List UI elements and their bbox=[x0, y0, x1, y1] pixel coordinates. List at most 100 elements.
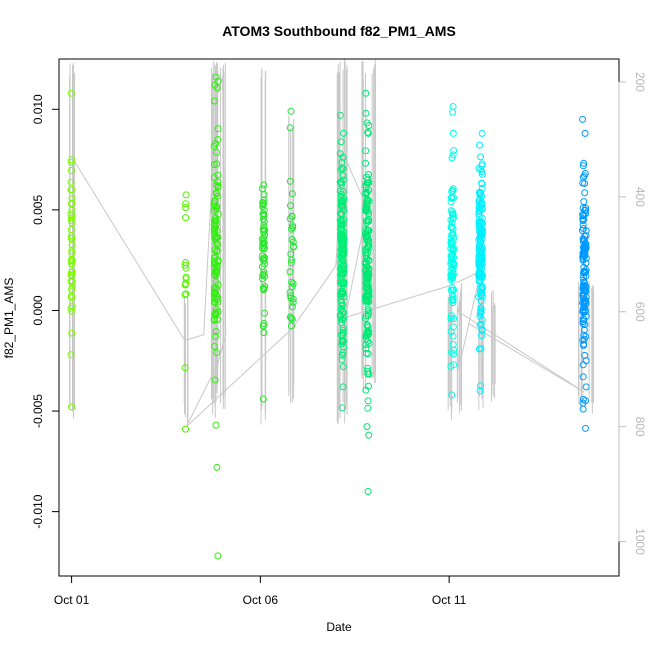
data-point bbox=[286, 215, 294, 223]
data-point bbox=[365, 309, 372, 317]
data-point bbox=[477, 304, 485, 312]
data-point bbox=[447, 207, 455, 215]
data-point bbox=[447, 271, 455, 279]
data-point bbox=[338, 254, 346, 262]
data-point bbox=[214, 182, 222, 190]
data-point bbox=[181, 291, 189, 299]
data-point bbox=[363, 321, 371, 329]
data-point bbox=[260, 200, 267, 208]
data-point bbox=[362, 345, 370, 353]
data-points bbox=[67, 73, 590, 560]
data-point bbox=[288, 278, 296, 286]
data-point bbox=[286, 313, 294, 321]
data-point bbox=[68, 278, 75, 286]
data-point bbox=[364, 272, 372, 280]
data-point bbox=[260, 196, 268, 204]
right-axis: 200 400 600 800 1000 bbox=[618, 72, 647, 555]
data-point bbox=[211, 223, 219, 230]
data-point bbox=[478, 283, 486, 291]
y-tick-label: 0.005 bbox=[31, 195, 45, 225]
y-tick-label: -0.005 bbox=[31, 394, 45, 428]
data-point bbox=[67, 178, 75, 186]
data-point bbox=[364, 129, 372, 137]
data-point bbox=[364, 370, 372, 378]
data-point bbox=[579, 373, 587, 381]
data-point bbox=[579, 405, 587, 413]
data-point bbox=[336, 150, 344, 158]
data-point bbox=[579, 235, 587, 243]
data-point bbox=[449, 215, 457, 223]
data-point bbox=[287, 314, 295, 322]
data-point bbox=[362, 89, 370, 97]
data-point bbox=[477, 272, 485, 280]
data-point bbox=[211, 310, 219, 318]
data-point bbox=[580, 252, 588, 260]
data-point bbox=[364, 307, 372, 315]
data-point bbox=[339, 404, 347, 412]
data-point bbox=[447, 273, 455, 281]
y-tick-label: 0.000 bbox=[31, 295, 45, 325]
data-point bbox=[211, 289, 219, 297]
profile-lines bbox=[69, 59, 595, 425]
data-point bbox=[259, 322, 267, 330]
data-point bbox=[363, 197, 371, 205]
data-point bbox=[260, 242, 268, 250]
data-point bbox=[580, 267, 588, 275]
data-point bbox=[478, 332, 485, 339]
x-tick-label: Oct 06 bbox=[243, 593, 279, 607]
data-point bbox=[289, 280, 297, 288]
data-point bbox=[340, 241, 348, 249]
data-point bbox=[340, 129, 348, 137]
data-point bbox=[67, 304, 75, 312]
data-point bbox=[580, 335, 588, 343]
data-point bbox=[362, 159, 370, 167]
data-point bbox=[365, 431, 373, 439]
data-point bbox=[260, 222, 268, 230]
data-point bbox=[210, 174, 218, 181]
right-tick-label: 200 bbox=[633, 72, 647, 92]
data-point bbox=[182, 214, 190, 222]
data-point bbox=[449, 332, 457, 340]
right-tick-label: 600 bbox=[633, 302, 647, 322]
data-point bbox=[338, 291, 346, 299]
data-point bbox=[579, 399, 587, 407]
data-point bbox=[340, 337, 347, 345]
data-point bbox=[365, 340, 373, 347]
chart-title: ATOM3 Southbound f82_PM1_AMS bbox=[222, 23, 456, 39]
data-point bbox=[337, 234, 345, 242]
data-point bbox=[579, 115, 587, 123]
data-point bbox=[450, 346, 458, 354]
data-point bbox=[213, 160, 221, 168]
data-point bbox=[365, 236, 373, 244]
data-point bbox=[68, 403, 75, 411]
data-point bbox=[477, 308, 485, 316]
track-polyline bbox=[71, 76, 585, 427]
data-point bbox=[211, 97, 218, 105]
data-point bbox=[213, 148, 220, 156]
data-point bbox=[580, 326, 588, 334]
data-point bbox=[67, 217, 75, 225]
data-point bbox=[363, 282, 371, 290]
data-point bbox=[337, 306, 345, 314]
data-point bbox=[362, 181, 370, 189]
data-point bbox=[580, 159, 588, 167]
data-point bbox=[67, 89, 75, 97]
data-point bbox=[212, 73, 220, 81]
data-point bbox=[477, 252, 485, 260]
data-point bbox=[287, 202, 294, 210]
data-point bbox=[181, 281, 189, 289]
data-point bbox=[259, 271, 267, 279]
data-point bbox=[363, 219, 371, 227]
data-point bbox=[582, 383, 590, 391]
data-point bbox=[579, 256, 587, 264]
x-axis-label: Date bbox=[326, 620, 352, 634]
data-point bbox=[340, 246, 348, 254]
data-point bbox=[260, 257, 268, 265]
data-point bbox=[362, 147, 370, 155]
data-point bbox=[364, 331, 372, 339]
data-point bbox=[181, 364, 189, 372]
data-point bbox=[182, 191, 190, 199]
data-point bbox=[213, 192, 221, 200]
data-point bbox=[449, 225, 457, 233]
y-axis: -0.010 -0.005 0.000 0.005 0.010 bbox=[31, 94, 60, 529]
